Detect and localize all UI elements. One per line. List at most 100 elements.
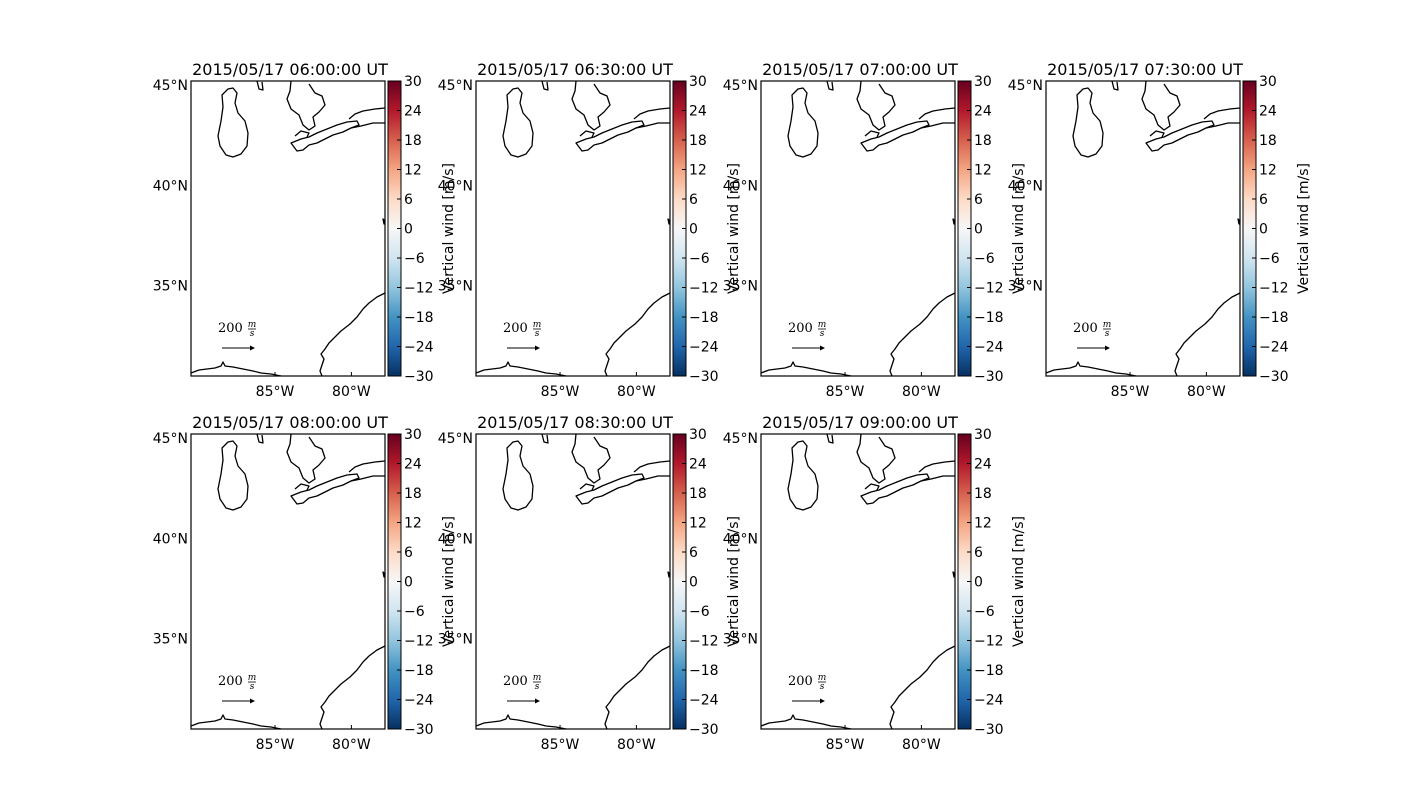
reference-arrow-unit-denominator: s	[250, 682, 255, 692]
x-tick-label: 80°W	[617, 384, 656, 400]
coastline-6	[633, 107, 671, 120]
colorbar-tick-label: 12	[404, 516, 422, 532]
coastline-3	[286, 80, 326, 131]
coastline-7	[350, 475, 385, 482]
reference-arrow-unit-numerator: m	[533, 320, 542, 330]
coastline-9	[889, 645, 956, 730]
reference-arrow-unit-numerator: m	[248, 673, 257, 683]
reference-arrow-unit-denominator: s	[820, 329, 825, 339]
coastline-10	[190, 361, 282, 377]
colorbar-tick-label: 18	[404, 133, 422, 149]
coastlines	[760, 433, 956, 730]
y-tick-label: 35°N	[153, 279, 188, 295]
colorbar-tick-label: −12	[1259, 281, 1289, 297]
y-tick-label: 35°N	[438, 279, 473, 295]
reference-arrowhead	[250, 345, 255, 351]
coastline-7	[635, 122, 670, 129]
y-tick-label: 45°N	[153, 431, 188, 447]
colorbar-tick-label: −30	[689, 369, 719, 385]
colorbar-tick-label: 0	[404, 222, 413, 238]
colorbar-tick-label: 30	[404, 427, 422, 443]
x-tick-label: 80°W	[902, 737, 941, 753]
colorbar-tick-label: −12	[974, 634, 1004, 650]
y-tick-label: 45°N	[438, 431, 473, 447]
coastline-9	[604, 645, 671, 730]
coastline-3	[856, 433, 896, 484]
colorbar-tick-label: 18	[974, 486, 992, 502]
coastline-5	[579, 130, 595, 138]
colorbar-tick-label: −6	[404, 604, 425, 620]
colorbar-label: Vertical wind [m/s]	[441, 516, 457, 647]
x-tick-label: 85°W	[826, 737, 865, 753]
y-tick-label: 40°N	[723, 178, 758, 194]
colorbar-tick-label: −18	[974, 310, 1004, 326]
colorbar-tick-label: 12	[1259, 163, 1277, 179]
colorbar-tick-label: −24	[974, 340, 1004, 356]
x-tick-label: 80°W	[1187, 384, 1226, 400]
colorbar-tick-label: −18	[404, 310, 434, 326]
colorbar-tick-label: 24	[404, 457, 422, 473]
colorbar-tick-label: −30	[974, 722, 1004, 738]
x-tick-label: 85°W	[256, 384, 295, 400]
coastline-3	[571, 80, 611, 131]
colorbar-tick-label: −12	[404, 634, 434, 650]
coastline-5	[864, 483, 880, 491]
reference-arrow-unit-numerator: m	[248, 320, 257, 330]
coastline-10	[190, 714, 282, 730]
x-tick-label: 85°W	[541, 384, 580, 400]
colorbar-tick-label: −18	[1259, 310, 1289, 326]
y-tick-label: 40°N	[153, 178, 188, 194]
reference-arrowhead	[535, 345, 540, 351]
coastline-9	[1174, 292, 1241, 377]
colorbar-tick-label: 12	[689, 516, 707, 532]
map-background	[761, 81, 955, 376]
coastlines	[190, 80, 386, 377]
colorbar-tick-label: −12	[689, 281, 719, 297]
panel-title: 2015/05/17 09:00:00 UT	[762, 413, 958, 432]
coastlines	[190, 433, 386, 730]
map-frame	[1045, 80, 1241, 377]
reference-arrowhead	[1105, 345, 1110, 351]
colorbar: −30 −24 −18 −12 −6 0 6 12 18 24 30 Vertical wind [m…	[672, 427, 742, 738]
coastline-2	[541, 80, 549, 91]
map-background	[476, 434, 670, 729]
colorbar-tick-label: 0	[404, 575, 413, 591]
x-tick-label: 85°W	[256, 737, 295, 753]
colorbar-label: Vertical wind [m/s]	[1011, 163, 1027, 294]
coastline-6	[1203, 107, 1241, 120]
colorbar: −30 −24 −18 −12 −6 0 6 12 18 24 30 Vertical wind [m…	[957, 427, 1027, 738]
coastline-5	[294, 130, 310, 138]
colorbar-tick-label: −24	[404, 693, 434, 709]
colorbar-tick-label: 6	[974, 545, 983, 561]
coastlines	[760, 80, 956, 377]
coastline-9	[319, 645, 386, 730]
coastline-6	[633, 460, 671, 473]
panel-title: 2015/05/17 06:30:00 UT	[477, 60, 673, 79]
colorbar-label: Vertical wind [m/s]	[726, 163, 742, 294]
colorbar: −30 −24 −18 −12 −6 0 6 12 18 24 30 Vertical wind [m…	[387, 427, 457, 738]
colorbar-tick-label: 0	[689, 222, 698, 238]
y-tick-label: 35°N	[438, 632, 473, 648]
colorbar-tick-label: −6	[974, 604, 995, 620]
coastline-1	[502, 440, 534, 511]
coastline-2	[826, 433, 834, 444]
colorbar-label: Vertical wind [m/s]	[1011, 516, 1027, 647]
map-panel-5: 200 ms 2015/05/17 08:00:00 UT 85°W 80°W 45°N…	[153, 413, 457, 753]
colorbar-tick-label: 18	[689, 133, 707, 149]
colorbar-label: Vertical wind [m/s]	[726, 516, 742, 647]
coastline-2	[541, 433, 549, 444]
map-panel-4: 200 ms 2015/05/17 07:30:00 UT 85°W 80°W 45°N…	[1008, 60, 1312, 400]
coastline-10	[475, 714, 567, 730]
coastline-7	[920, 475, 955, 482]
colorbar-tick-label: −24	[1259, 340, 1289, 356]
colorbar: −30 −24 −18 −12 −6 0 6 12 18 24 30 Vertical wind [m…	[387, 74, 457, 385]
map-background	[761, 434, 955, 729]
coastline-3	[1141, 80, 1181, 131]
map-frame	[475, 433, 671, 730]
colorbar-tick-label: −30	[404, 722, 434, 738]
reference-arrow-label: 200	[788, 674, 813, 689]
reference-arrow-unit-denominator: s	[820, 682, 825, 692]
colorbar-tick-label: −6	[689, 251, 710, 267]
coastline-10	[760, 714, 852, 730]
colorbar-label: Vertical wind [m/s]	[1296, 163, 1312, 294]
